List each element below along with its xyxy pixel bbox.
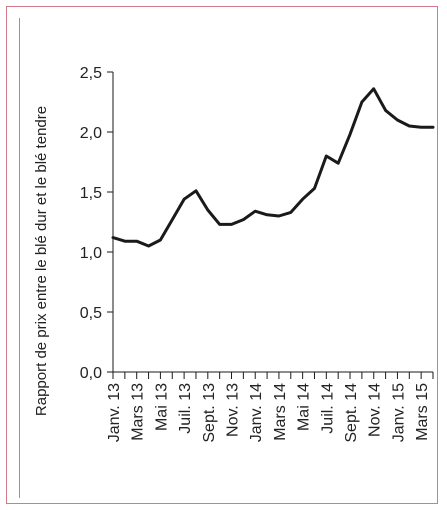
x-tick-label: Sept. 13: [201, 383, 218, 443]
y-axis: 0,0 0,5 1,0 1,5 2,0 2,5: [80, 65, 114, 382]
x-tick-label: Janv. 14: [248, 383, 265, 442]
x-tick-label: Janv. 13: [106, 383, 123, 442]
y-tick-label: 1,5: [80, 185, 102, 202]
series-layer: [111, 87, 435, 248]
x-tick-label: Mars 14: [272, 383, 289, 441]
x-tick-label: Sept. 14: [343, 383, 360, 443]
y-axis-title: Rapport de prix entre le blé dur et le b…: [33, 106, 50, 416]
x-tick-label: Mai 14: [296, 383, 313, 431]
x-tick-label: Mai 13: [153, 383, 170, 431]
price-ratio-line: [111, 87, 435, 248]
x-tick-label: Mars 13: [130, 383, 147, 441]
chart-frame: [6, 6, 438, 504]
y-tick-label: 0,5: [80, 305, 102, 322]
x-tick-label: Janv. 15: [390, 383, 407, 442]
x-tick-label: Juil. 13: [177, 383, 194, 434]
x-tick-label: Mars 15: [414, 383, 431, 441]
y-tick-label: 2,0: [80, 125, 102, 142]
y-tick-label: 1,0: [80, 245, 102, 262]
x-tick-label: Nov. 13: [225, 383, 242, 437]
x-tick-label: Juil. 14: [319, 383, 336, 434]
y-tick-label: 0,0: [80, 365, 102, 382]
x-axis: Janv. 13 Mars 13 Mai 13 Juil. 13 Sept. 13 Nov…: [106, 371, 434, 443]
y-tick-label: 2,5: [80, 65, 102, 82]
frame-divider: [19, 18, 20, 498]
x-tick-label: Nov. 14: [367, 383, 384, 437]
